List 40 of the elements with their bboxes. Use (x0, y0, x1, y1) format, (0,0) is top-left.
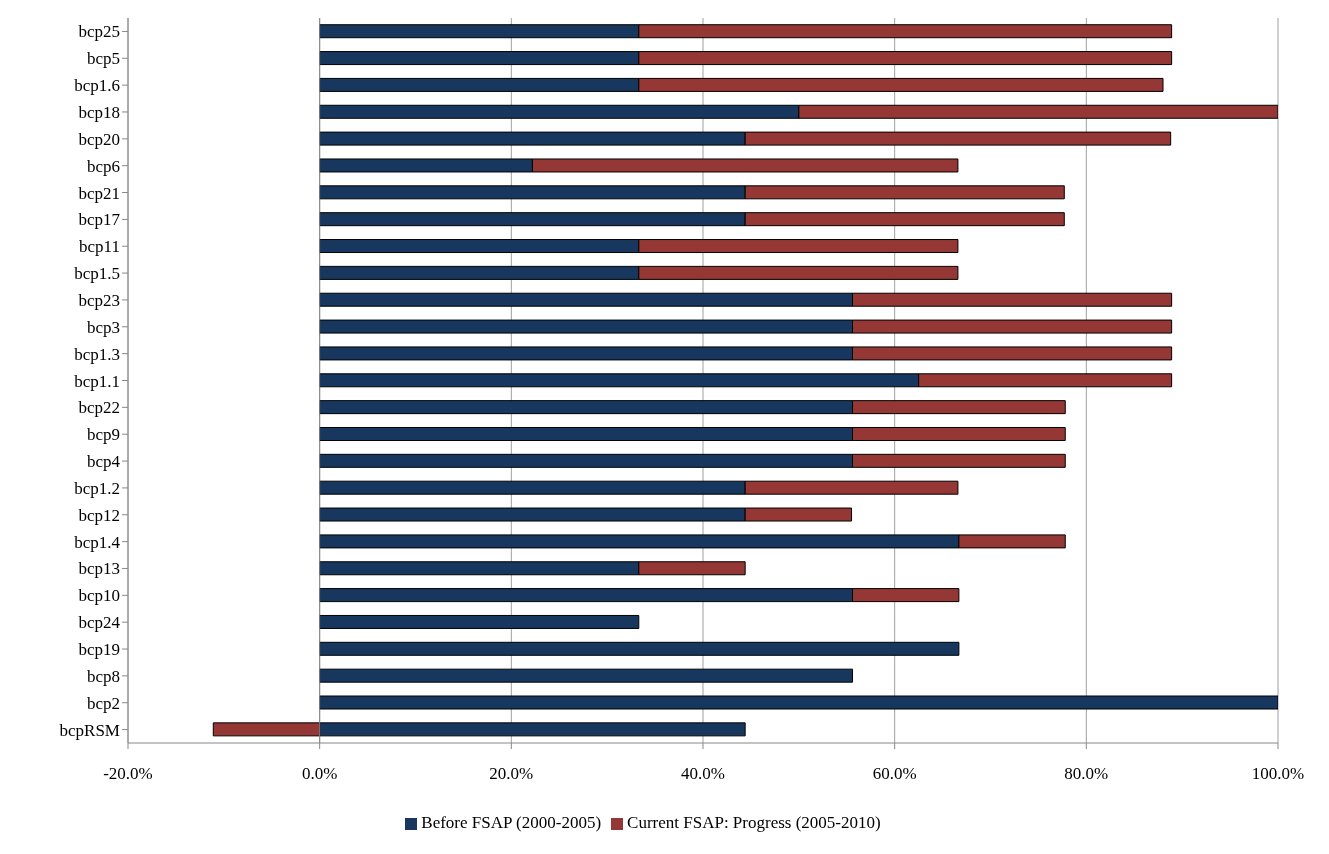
y-tick-label: bcp4 (86, 452, 121, 472)
y-tick-label: bcp12 (78, 505, 120, 525)
legend-label: Current FSAP: Progress (2005-2010) (627, 813, 881, 832)
y-tick-label: bcp1.6 (74, 76, 120, 96)
x-tick-label: 0.0% (301, 764, 338, 784)
legend-label: Before FSAP (2000-2005) (421, 813, 602, 832)
y-tick-label: bcp8 (86, 666, 120, 686)
y-tick-label: bcp9 (86, 425, 120, 445)
y-tick-label: bcp3 (86, 317, 120, 337)
x-tick-label: 20.0% (489, 764, 534, 784)
y-tick-label: bcp2 (86, 693, 120, 713)
x-tick-label: -20.0% (103, 764, 153, 784)
y-tick-label: bcp25 (78, 22, 120, 42)
y-tick-label: bcp10 (78, 586, 120, 606)
y-tick-label: bcp22 (78, 398, 120, 418)
y-tick-label: bcp23 (78, 290, 120, 310)
y-tick-label: bcp1.3 (74, 344, 120, 364)
x-tick-label: 100.0% (1251, 764, 1305, 784)
y-tick-label: bcp1.5 (74, 264, 120, 284)
y-tick-label: bcp17 (78, 210, 121, 230)
y-tick-label: bcp24 (78, 613, 121, 633)
y-tick-label: bcp18 (78, 103, 120, 123)
y-tick-label: bcp1.2 (74, 478, 120, 498)
y-tick-label: bcp1.4 (74, 532, 121, 552)
y-tick-label: bcp19 (78, 640, 120, 660)
y-tick-label: bcp13 (78, 559, 120, 579)
y-tick-label: bcp20 (78, 129, 120, 149)
x-tick-label: 40.0% (681, 764, 725, 784)
bar (319, 641, 960, 656)
y-tick-label: bcp6 (86, 156, 120, 176)
y-tick-label: bcp11 (79, 237, 120, 257)
bar (319, 614, 640, 629)
x-tick-label: 80.0% (1064, 764, 1109, 784)
bar (319, 668, 853, 683)
y-tick-label: bcp21 (78, 183, 120, 203)
y-tick-label: bcp5 (86, 49, 120, 69)
bar (319, 695, 1278, 710)
y-tick-label: bcp1.1 (74, 371, 120, 391)
y-tick-label: bcpRSM (59, 720, 120, 740)
x-tick-label: 60.0% (872, 764, 917, 784)
